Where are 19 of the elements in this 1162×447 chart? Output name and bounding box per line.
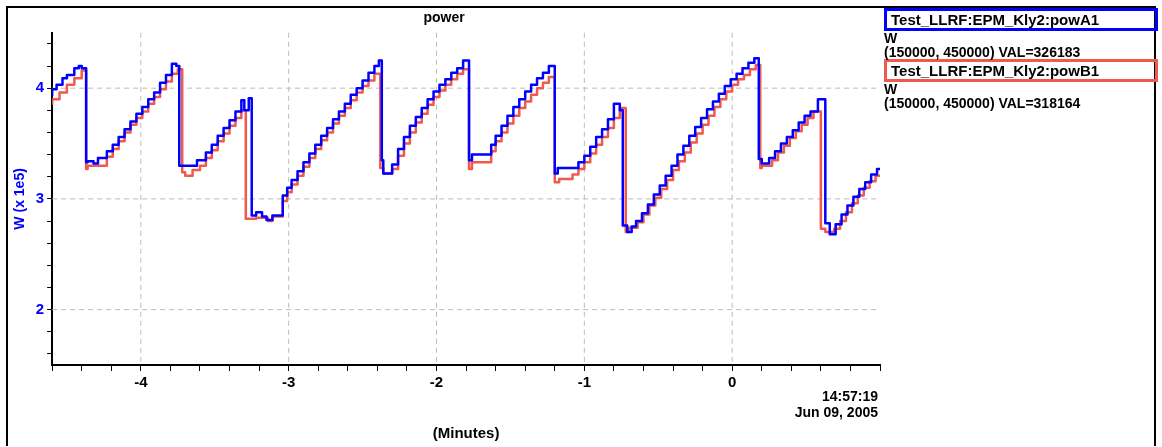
text: Jun 09, 2005 <box>794 403 879 420</box>
x-tick-label: -3 <box>282 373 296 391</box>
y-tick-label: 2 <box>35 299 45 317</box>
x-tick-label: -4 <box>134 373 149 391</box>
y-axis-title: W (x 1e5) <box>11 168 28 230</box>
text: (150000, 450000) VAL=326183 <box>884 44 1082 60</box>
x-axis-title: (Minutes) <box>432 424 500 442</box>
text: Test_LLRF:EPM_Kly2:powA1 <box>884 8 1158 31</box>
x-tick-label: -2 <box>429 373 444 391</box>
chart-title: power <box>423 9 466 26</box>
y-tick-label: 3 <box>35 189 45 207</box>
text: W <box>884 81 899 97</box>
text: 14:57:19 <box>821 387 879 404</box>
text: (150000, 450000) VAL=318164 <box>884 95 1082 111</box>
x-tick-label: -1 <box>577 373 592 391</box>
text: Test_LLRF:EPM_Kly2:powB1 <box>884 59 1158 82</box>
text: W <box>884 30 899 46</box>
y-tick-label: 4 <box>35 78 45 96</box>
x-tick-label: 0 <box>728 373 737 391</box>
